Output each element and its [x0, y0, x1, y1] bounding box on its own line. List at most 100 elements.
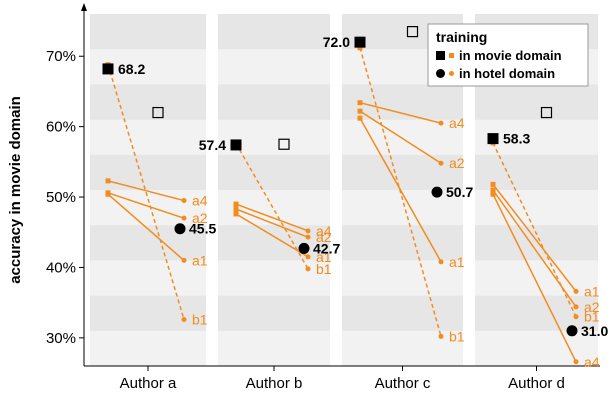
movie-avg-square — [102, 63, 114, 75]
legend-title: training — [436, 29, 487, 45]
series-end-dot-a2 — [305, 234, 311, 240]
horizontal-band — [218, 154, 330, 190]
y-tick-label: 60% — [46, 119, 76, 136]
series-end-dot-b1 — [305, 266, 311, 272]
series-start-square-a4 — [233, 201, 239, 207]
series-line-b1 — [235, 143, 309, 270]
series-label-b1: b1 — [449, 328, 465, 344]
series-start-square-b1 — [357, 45, 363, 51]
axes: 30% 40% 50% 60% 70% accuracy in movie domain A… — [7, 3, 600, 392]
legend-entry-label: in hotel domain — [459, 66, 555, 81]
series-start-square-a4 — [490, 191, 496, 197]
hotel-avg-label: 31.0 — [581, 323, 608, 339]
series-label-a4: a4 — [316, 223, 332, 239]
series-label-a2: a2 — [449, 155, 465, 171]
series-label-a4: a4 — [192, 193, 208, 209]
x-category-label: Author d — [508, 375, 565, 392]
movie-avg-label: 57.4 — [199, 137, 226, 153]
series-start-square-a4 — [105, 178, 111, 184]
open-square-marker — [278, 138, 290, 150]
series-line-a4 — [492, 193, 577, 363]
series-end-dot-a2 — [573, 304, 579, 310]
movie-avg-label: 68.2 — [118, 61, 145, 77]
legend-orange-circle — [449, 71, 454, 76]
series-end-dot-a1 — [181, 257, 187, 263]
series-end-dot-a4 — [438, 120, 444, 126]
movie-avg-square — [487, 133, 499, 145]
x-category-label: Author a — [120, 375, 177, 392]
series-label-b1: b1 — [316, 261, 332, 277]
hotel-avg-label: 42.7 — [313, 240, 340, 256]
series-label-a1: a1 — [449, 254, 465, 270]
y-axis-label: accuracy in movie domain — [7, 96, 24, 284]
horizontal-band — [342, 295, 463, 331]
y-axis-arrow — [81, 3, 87, 11]
series-line-a2 — [235, 208, 309, 238]
series-line-a4 — [359, 101, 442, 124]
series-start-square-a2 — [490, 187, 496, 193]
horizontal-band — [90, 225, 206, 261]
series-line-a4 — [235, 203, 309, 232]
series-line-a2 — [492, 189, 577, 308]
movie-avg-square — [230, 139, 242, 151]
series-label-b1: b1 — [192, 312, 208, 328]
series-line-b1 — [359, 47, 442, 337]
horizontal-band — [218, 84, 330, 120]
series-label-a2: a2 — [192, 210, 208, 226]
series-end-dot-a1 — [305, 254, 311, 260]
series-start-square-a2 — [233, 206, 239, 212]
horizontal-band — [475, 295, 598, 331]
y-tick-label: 40% — [46, 259, 76, 276]
series-line-a1 — [492, 183, 577, 292]
horizontal-band — [218, 14, 330, 50]
series-start-square-a1 — [105, 191, 111, 197]
y-tick-label: 70% — [46, 48, 76, 65]
legend-entry-label: in movie domain — [459, 48, 562, 63]
horizontal-band — [90, 154, 206, 190]
x-category-label: Author c — [375, 375, 431, 392]
horizontal-band — [475, 84, 598, 120]
series-line-a2 — [359, 110, 442, 164]
legend-black-square — [436, 51, 445, 60]
series-label-a2: a2 — [584, 299, 600, 315]
legend-black-circle — [436, 69, 445, 78]
series-line-a2 — [107, 192, 185, 219]
series-label-b1: b1 — [584, 309, 600, 325]
series-end-dot-a1 — [438, 259, 444, 265]
series-start-square-a1 — [490, 181, 496, 187]
series-end-dot-b1 — [181, 317, 187, 323]
series-line-a4 — [107, 180, 185, 202]
horizontal-band — [90, 295, 206, 331]
y-tick-label: 30% — [46, 330, 76, 347]
series-line-b1 — [107, 64, 185, 320]
series-end-dot-b1 — [573, 314, 579, 320]
series-end-dot-a1 — [573, 288, 579, 294]
horizontal-band — [90, 84, 206, 120]
series-line-a1 — [107, 193, 185, 261]
movie-avg-label: 58.3 — [503, 131, 530, 147]
series-label-a1: a1 — [192, 252, 208, 268]
series-start-square-a2 — [357, 108, 363, 114]
series-end-dot-a4 — [573, 359, 579, 365]
movie-avg-label: 72.0 — [323, 34, 350, 50]
series-label-a1: a1 — [584, 283, 600, 299]
hotel-avg-circle — [431, 186, 443, 198]
series-start-square-a4 — [357, 100, 363, 106]
legend-box — [427, 23, 589, 87]
open-square-marker — [406, 26, 419, 38]
series-end-dot-a4 — [305, 228, 311, 234]
series-end-dot-a2 — [438, 160, 444, 166]
horizontal-band — [90, 14, 206, 50]
horizontal-band — [342, 154, 463, 190]
hotel-avg-circle — [298, 242, 310, 254]
hotel-avg-label: 50.7 — [446, 184, 473, 200]
hotel-avg-circle — [566, 325, 578, 337]
series-label-a4: a4 — [584, 354, 600, 370]
series-start-square-a1 — [357, 115, 363, 121]
series-end-dot-b1 — [438, 333, 444, 339]
hotel-avg-circle — [174, 223, 186, 235]
series-start-square-a1 — [233, 211, 239, 217]
legend-orange-square — [449, 53, 454, 58]
